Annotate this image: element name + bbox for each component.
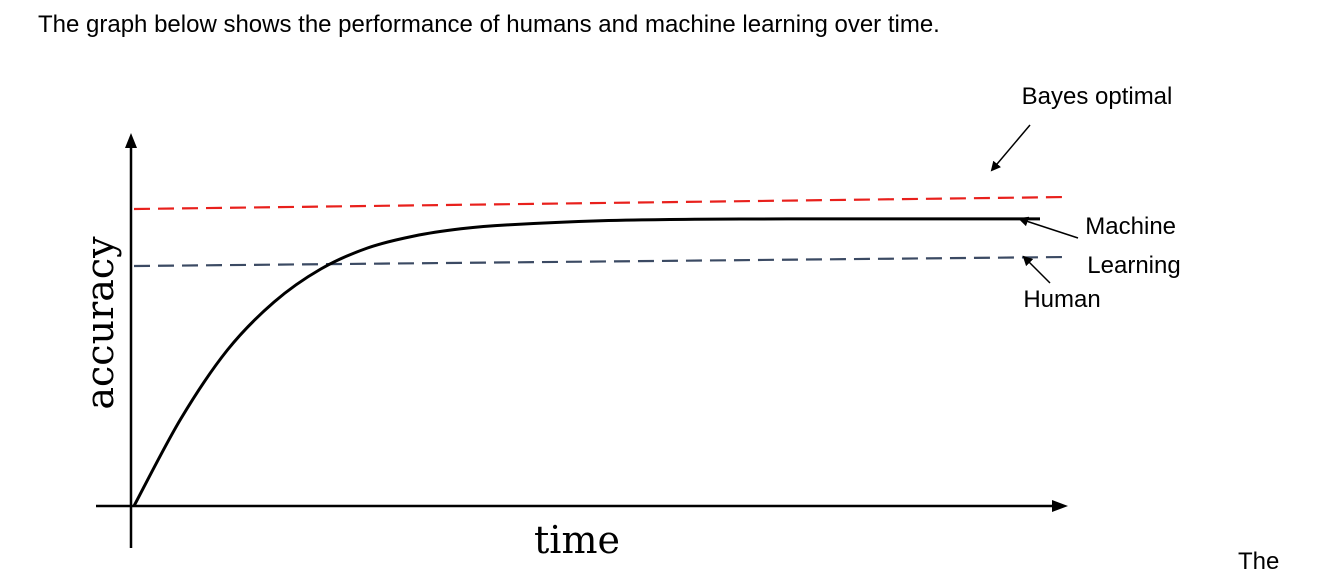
y-axis-label: accuracy: [78, 236, 122, 410]
annotation-bayes: Bayes optimal: [990, 83, 1173, 172]
annotation-human: Human: [1022, 255, 1101, 313]
annotation-label-human: Human: [1023, 286, 1100, 313]
series-line-bayes: [133, 195, 1069, 211]
series-layer: [132, 195, 1069, 507]
y-axis-arrow: [125, 133, 137, 148]
series-line-human: [133, 255, 1069, 268]
annotation-label-ml-text-line2: Learning: [1087, 252, 1180, 279]
axes: [96, 133, 1068, 548]
annotation-arrow-bayes: [990, 124, 1031, 172]
intro-text: The graph below shows the performance of…: [38, 11, 940, 38]
annotation-arrow-human: [1022, 255, 1051, 284]
annotation-label-ml: Machine Learning: [1085, 213, 1182, 279]
x-axis-arrow: [1052, 500, 1068, 512]
annotation-label-bayes: Bayes optimal: [1022, 83, 1173, 110]
annotation-arrow-ml: [1018, 216, 1079, 239]
trailing-text: The: [1238, 548, 1280, 575]
annotation-ml: Machine Learning: [1018, 213, 1182, 279]
series-line-ml: [132, 217, 1040, 507]
annotation-label-ml-text: Machine: [1085, 213, 1176, 240]
x-axis-label: time: [534, 518, 620, 562]
